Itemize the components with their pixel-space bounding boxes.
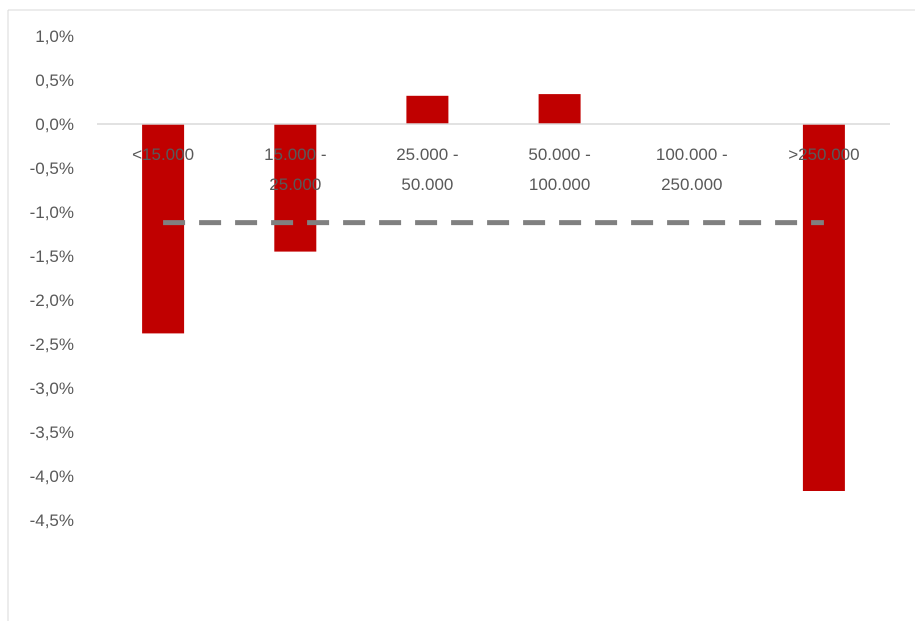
y-tick-label: -4,0% <box>30 467 74 486</box>
y-tick-label: -4,5% <box>30 511 74 530</box>
x-axis: <15.000 15.000 - 25.000 25.000 - 50.000 50.00… <box>97 123 890 194</box>
y-tick-label: -3,5% <box>30 423 74 442</box>
y-tick-label: -0,5% <box>30 159 74 178</box>
bars-group <box>142 94 845 491</box>
x-category-label: 15.000 - <box>264 145 326 164</box>
x-category-label: 250.000 <box>661 175 722 194</box>
x-category-label: 25.000 - <box>396 145 458 164</box>
y-tick-label: -2,5% <box>30 335 74 354</box>
x-category-label: 50.000 - <box>528 145 590 164</box>
bar <box>406 95 449 124</box>
y-tick-label: 0,0% <box>35 115 74 134</box>
chart-frame-lines <box>7 9 915 621</box>
x-category-label: 100.000 - <box>656 145 728 164</box>
y-axis: 1,0% 0,5% 0,0% -0,5% -1,0% -1,5% -2,0% -2,5% -3,… <box>30 27 74 530</box>
x-category-label: <15.000 <box>132 145 194 164</box>
x-category-label: 50.000 <box>401 175 453 194</box>
x-category-label: 100.000 <box>529 175 590 194</box>
y-tick-label: -2,0% <box>30 291 74 310</box>
bar <box>538 94 581 124</box>
bar <box>142 124 185 334</box>
y-tick-label: -1,5% <box>30 247 74 266</box>
y-tick-label: -1,0% <box>30 203 74 222</box>
bar <box>274 124 317 252</box>
bar <box>802 124 845 491</box>
x-category-label: >250.000 <box>788 145 859 164</box>
y-tick-label: 1,0% <box>35 27 74 46</box>
y-tick-label: -3,0% <box>30 379 74 398</box>
y-tick-label: 0,5% <box>35 71 74 90</box>
x-category-label: 25.000 <box>269 175 321 194</box>
